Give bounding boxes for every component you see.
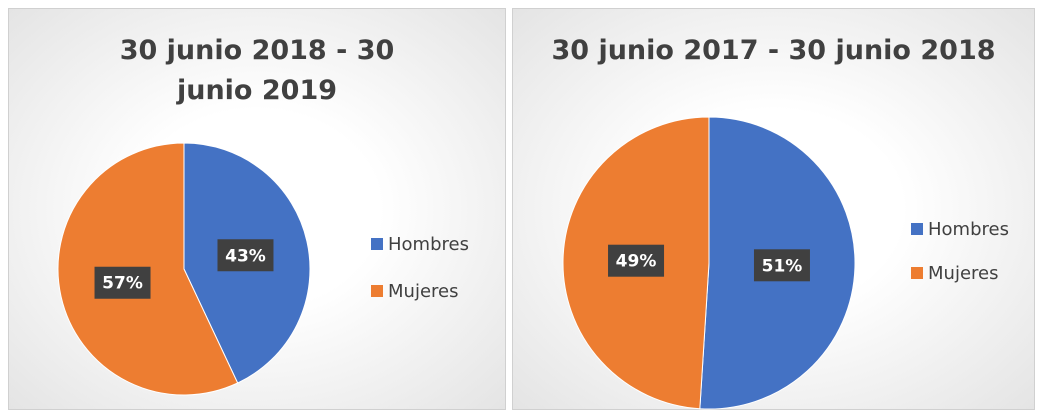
chart-panel: 30 junio 2017 - 30 junio 2018 51% 49% Homb… bbox=[512, 8, 1035, 410]
data-label-box bbox=[94, 266, 151, 299]
data-label-box bbox=[608, 244, 665, 277]
data-label-box bbox=[753, 249, 810, 282]
legend-swatch bbox=[911, 223, 923, 235]
data-label: 43% bbox=[225, 246, 266, 266]
legend-swatch bbox=[371, 285, 383, 297]
chart-title: 30 junio 2018 - 30 junio 2019 bbox=[119, 35, 395, 106]
chart-panel: 30 junio 2018 - 30 junio 2019 43% 57% Homb… bbox=[8, 8, 506, 410]
legend-label: Mujeres bbox=[928, 263, 998, 284]
data-label-box bbox=[217, 239, 274, 272]
legend-swatch bbox=[911, 267, 923, 279]
data-label: 51% bbox=[762, 256, 803, 276]
chart-title: 30 junio 2017 - 30 junio 2018 bbox=[551, 35, 996, 66]
legend-swatch bbox=[371, 238, 383, 250]
legend-label: Mujeres bbox=[388, 281, 458, 302]
data-label: 57% bbox=[102, 274, 143, 294]
legend-label: Hombres bbox=[388, 234, 469, 255]
data-label: 49% bbox=[616, 252, 657, 272]
legend-label: Hombres bbox=[928, 219, 1009, 240]
chart: 43% 57% Hombres Mujeres bbox=[57, 142, 469, 396]
chart: 51% 49% Hombres Mujeres bbox=[562, 116, 1009, 410]
